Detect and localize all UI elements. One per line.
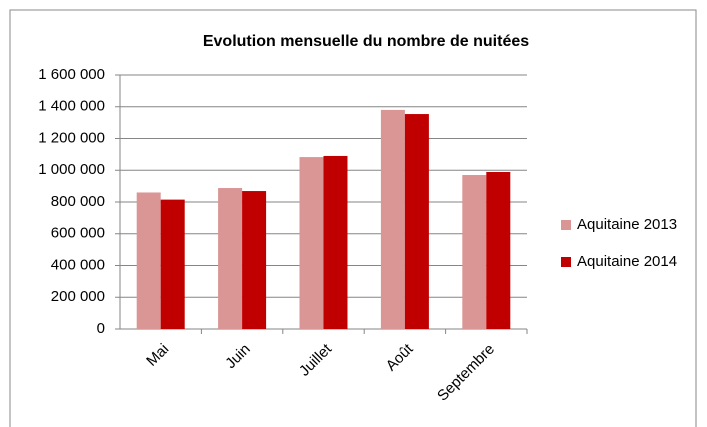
bar (380, 109, 405, 329)
y-tick-label: 600 000 (51, 225, 105, 242)
bar (486, 171, 511, 329)
bar (242, 191, 267, 329)
y-tick-label: 1 000 000 (38, 161, 105, 178)
y-tick-label: 1 200 000 (38, 129, 105, 146)
bar (160, 199, 185, 329)
y-tick-label: 0 (97, 320, 105, 337)
y-tick-label: 400 000 (51, 256, 105, 273)
y-tick-label: 200 000 (51, 288, 105, 305)
y-tick-label: 1 400 000 (38, 98, 105, 115)
bar (136, 192, 161, 329)
legend-label: Aquitaine 2014 (577, 253, 677, 270)
y-tick-label: 1 600 000 (38, 66, 105, 83)
chart-frame (9, 9, 697, 427)
bar (218, 188, 243, 329)
legend-swatch (561, 220, 571, 230)
bar (299, 157, 324, 329)
bar (404, 114, 429, 330)
legend-swatch (561, 257, 571, 267)
bar (323, 155, 348, 329)
legend-label: Aquitaine 2013 (577, 216, 677, 233)
bar (462, 175, 487, 329)
y-tick-label: 800 000 (51, 193, 105, 210)
chart-title: Evolution mensuelle du nombre de nuitées (203, 33, 529, 50)
